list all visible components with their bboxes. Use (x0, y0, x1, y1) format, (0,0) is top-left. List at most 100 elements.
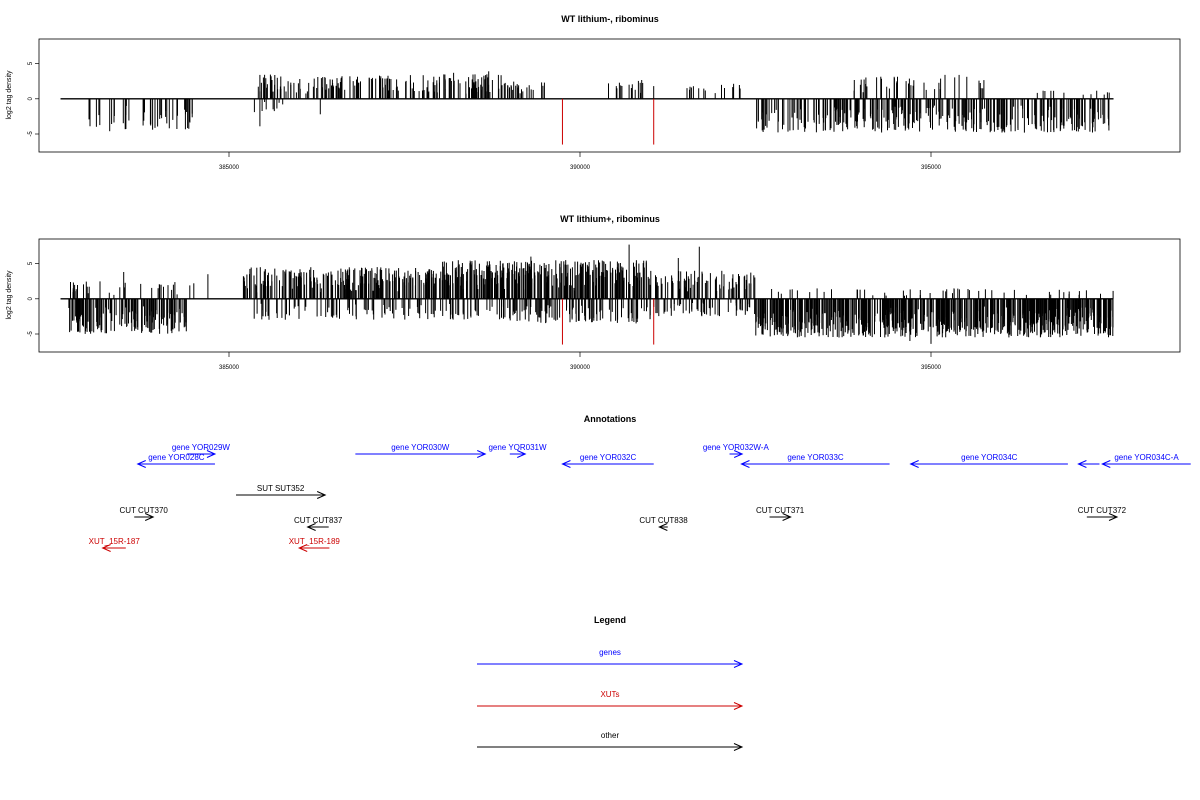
arrow-head (1101, 460, 1111, 468)
y-tick-label: -5 (28, 331, 34, 337)
feature-label: gene YOR030W (391, 443, 450, 452)
arrow-head (1077, 460, 1087, 468)
legend: Legend genes XUTs other (477, 615, 744, 751)
signal-bars (60, 71, 1114, 145)
feature-arrow (477, 660, 744, 668)
axes: 5 0 -5 385000 390000 395000 (28, 261, 942, 371)
legend-entries: genes XUTs other (477, 648, 744, 751)
feature-label: CUT CUT837 (294, 516, 343, 525)
arrow-head (517, 450, 527, 458)
panel-title: WT lithium-, ribominus (561, 14, 659, 24)
feature-arrow (297, 544, 330, 552)
feature-arrow (236, 491, 327, 499)
feature-label: gene YOR034C (961, 453, 1018, 462)
arrow-head (733, 450, 744, 458)
feature-arrow (509, 450, 527, 458)
arrow-head (909, 460, 919, 468)
legend-label: XUTs (600, 690, 619, 699)
legend-entry-genes: genes (477, 648, 744, 668)
arrow-head (136, 460, 146, 468)
arrow-head (733, 660, 744, 668)
annotation-feature: gene YOR030W (355, 443, 487, 458)
arrow-head (297, 544, 308, 552)
feature-arrow (1101, 460, 1191, 468)
y-tick-label: 0 (28, 296, 34, 300)
arrow-head (561, 460, 571, 468)
annotation-feature: gene YOR034C-A (1101, 453, 1191, 468)
legend-title: Legend (594, 615, 626, 625)
track-panel-lithium-minus: WT lithium-, ribominus log2 tag density … (6, 14, 1181, 171)
annotation-feature: XUT_15R-189 (289, 537, 341, 552)
annotation-feature: CUT CUT371 (756, 506, 805, 521)
arrow-head (782, 513, 792, 521)
feature-arrow (769, 513, 792, 521)
annotation-feature (1077, 460, 1100, 468)
feature-arrow (561, 460, 654, 468)
feature-label: SUT SUT352 (257, 484, 305, 493)
feature-arrow (1086, 513, 1119, 521)
y-tick-label: 5 (28, 61, 34, 65)
plot-frame (38, 238, 1181, 353)
feature-arrow (101, 544, 126, 552)
feature-arrow (136, 460, 215, 468)
feature-label: XUT_15R-187 (89, 537, 141, 546)
feature-arrow (909, 460, 1068, 468)
feature-label: CUT CUT838 (639, 516, 688, 525)
signal-bars (60, 244, 1114, 345)
arrow-head (477, 450, 487, 458)
annotation-feature: CUT CUT370 (120, 506, 169, 521)
arrow-head (144, 513, 155, 521)
x-tick-label: 390000 (570, 165, 591, 171)
arrow-head (733, 702, 744, 710)
y-tick-label: -5 (28, 131, 34, 137)
feature-arrow (477, 702, 744, 710)
feature-label: gene YOR032W-A (703, 443, 770, 452)
annotation-feature: gene YOR029W (172, 443, 231, 458)
x-tick-label: 395000 (921, 365, 942, 371)
annotation-feature: XUT_15R-187 (89, 537, 141, 552)
feature-label: gene YOR033C (787, 453, 844, 462)
plot-frame (38, 38, 1181, 153)
feature-label: gene YOR028C (148, 453, 205, 462)
annotation-feature: SUT SUT352 (236, 484, 327, 499)
feature-arrow (1077, 460, 1100, 468)
feature-label: gene YOR029W (172, 443, 231, 452)
arrow-head (306, 523, 316, 531)
feature-arrow (306, 523, 329, 531)
annotation-feature: gene YOR032W-A (703, 443, 770, 458)
arrow-head (101, 544, 111, 552)
annotation-feature: gene YOR031W (488, 443, 547, 458)
annotation-feature: gene YOR028C (136, 453, 215, 468)
feature-label: CUT CUT370 (120, 506, 169, 515)
arrow-head (658, 523, 668, 531)
legend-label: other (601, 731, 620, 740)
feature-arrow (477, 743, 744, 751)
annotation-feature: CUT CUT838 (639, 516, 688, 531)
x-tick-label: 385000 (219, 165, 240, 171)
feature-label: CUT CUT371 (756, 506, 805, 515)
feature-arrow (729, 450, 744, 458)
y-tick-label: 5 (28, 261, 34, 265)
feature-label: gene YOR031W (488, 443, 547, 452)
y-axis-label: log2 tag density (6, 270, 13, 320)
feature-arrow (186, 450, 217, 458)
legend-entry-other: other (477, 731, 744, 751)
x-tick-label: 390000 (570, 365, 591, 371)
arrow-head (1108, 513, 1119, 521)
feature-label: gene YOR032C (580, 453, 637, 462)
feature-label: XUT_15R-189 (289, 537, 341, 546)
arrow-head (740, 460, 750, 468)
feature-label: gene YOR034C-A (1114, 453, 1179, 462)
annotation-feature: CUT CUT837 (294, 516, 343, 531)
arrow-head (733, 743, 744, 751)
feature-arrow (658, 523, 668, 531)
feature-arrow (355, 450, 487, 458)
x-tick-label: 395000 (921, 165, 942, 171)
arrow-head (206, 450, 217, 458)
legend-label: genes (599, 648, 621, 657)
arrow-head (316, 491, 327, 499)
panel-title: WT lithium+, ribominus (560, 214, 660, 224)
